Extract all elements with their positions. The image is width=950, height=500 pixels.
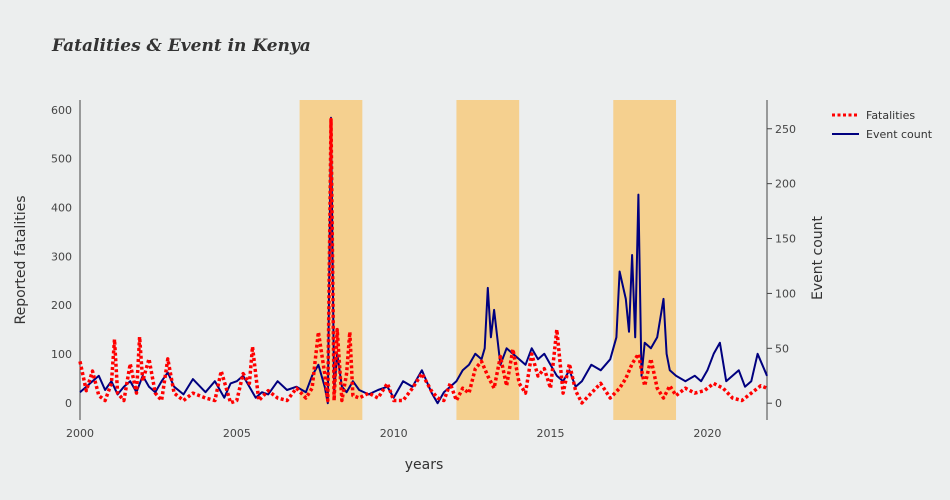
highlight-band-2: [613, 100, 677, 420]
right-tick-label: 250: [775, 123, 796, 136]
left-axis-ticks: 0 100 200 300 400 500 600: [51, 104, 72, 410]
x-tick-label: 2010: [380, 427, 408, 440]
x-tick-label: 2000: [66, 427, 94, 440]
x-tick-label: 2020: [693, 427, 721, 440]
legend: Fatalities Event count: [832, 109, 933, 141]
left-tick-label: 100: [51, 348, 72, 361]
right-axis-ticks: 0 50 100 150 200 250: [767, 123, 796, 410]
left-axis-title: Reported fatalities: [13, 195, 29, 324]
right-tick-label: 100: [775, 287, 796, 300]
series-line-event-count: [79, 116, 768, 405]
right-tick-label: 200: [775, 178, 796, 191]
left-tick-label: 500: [51, 153, 72, 166]
x-axis-title: years: [405, 457, 444, 473]
x-tick-label: 2005: [223, 427, 251, 440]
left-tick-label: 600: [51, 104, 72, 117]
right-tick-label: 0: [775, 397, 782, 410]
series-lines: [78, 116, 768, 405]
left-tick-label: 300: [51, 250, 72, 263]
legend-label-fatalities: Fatalities: [866, 109, 915, 122]
left-tick-label: 0: [65, 397, 72, 410]
right-tick-label: 150: [775, 233, 796, 246]
left-tick-label: 200: [51, 299, 72, 312]
series-line-fatalities: [78, 117, 768, 405]
right-tick-label: 50: [775, 342, 789, 355]
right-axis-title: Event count: [810, 215, 826, 300]
chart-title: Fatalities & Event in Kenya: [51, 36, 311, 56]
legend-label-event-count: Event count: [866, 128, 933, 141]
x-axis-ticks: 2000 2005 2010 2015 2020: [66, 427, 721, 440]
x-tick-label: 2015: [537, 427, 565, 440]
left-tick-label: 400: [51, 201, 72, 214]
